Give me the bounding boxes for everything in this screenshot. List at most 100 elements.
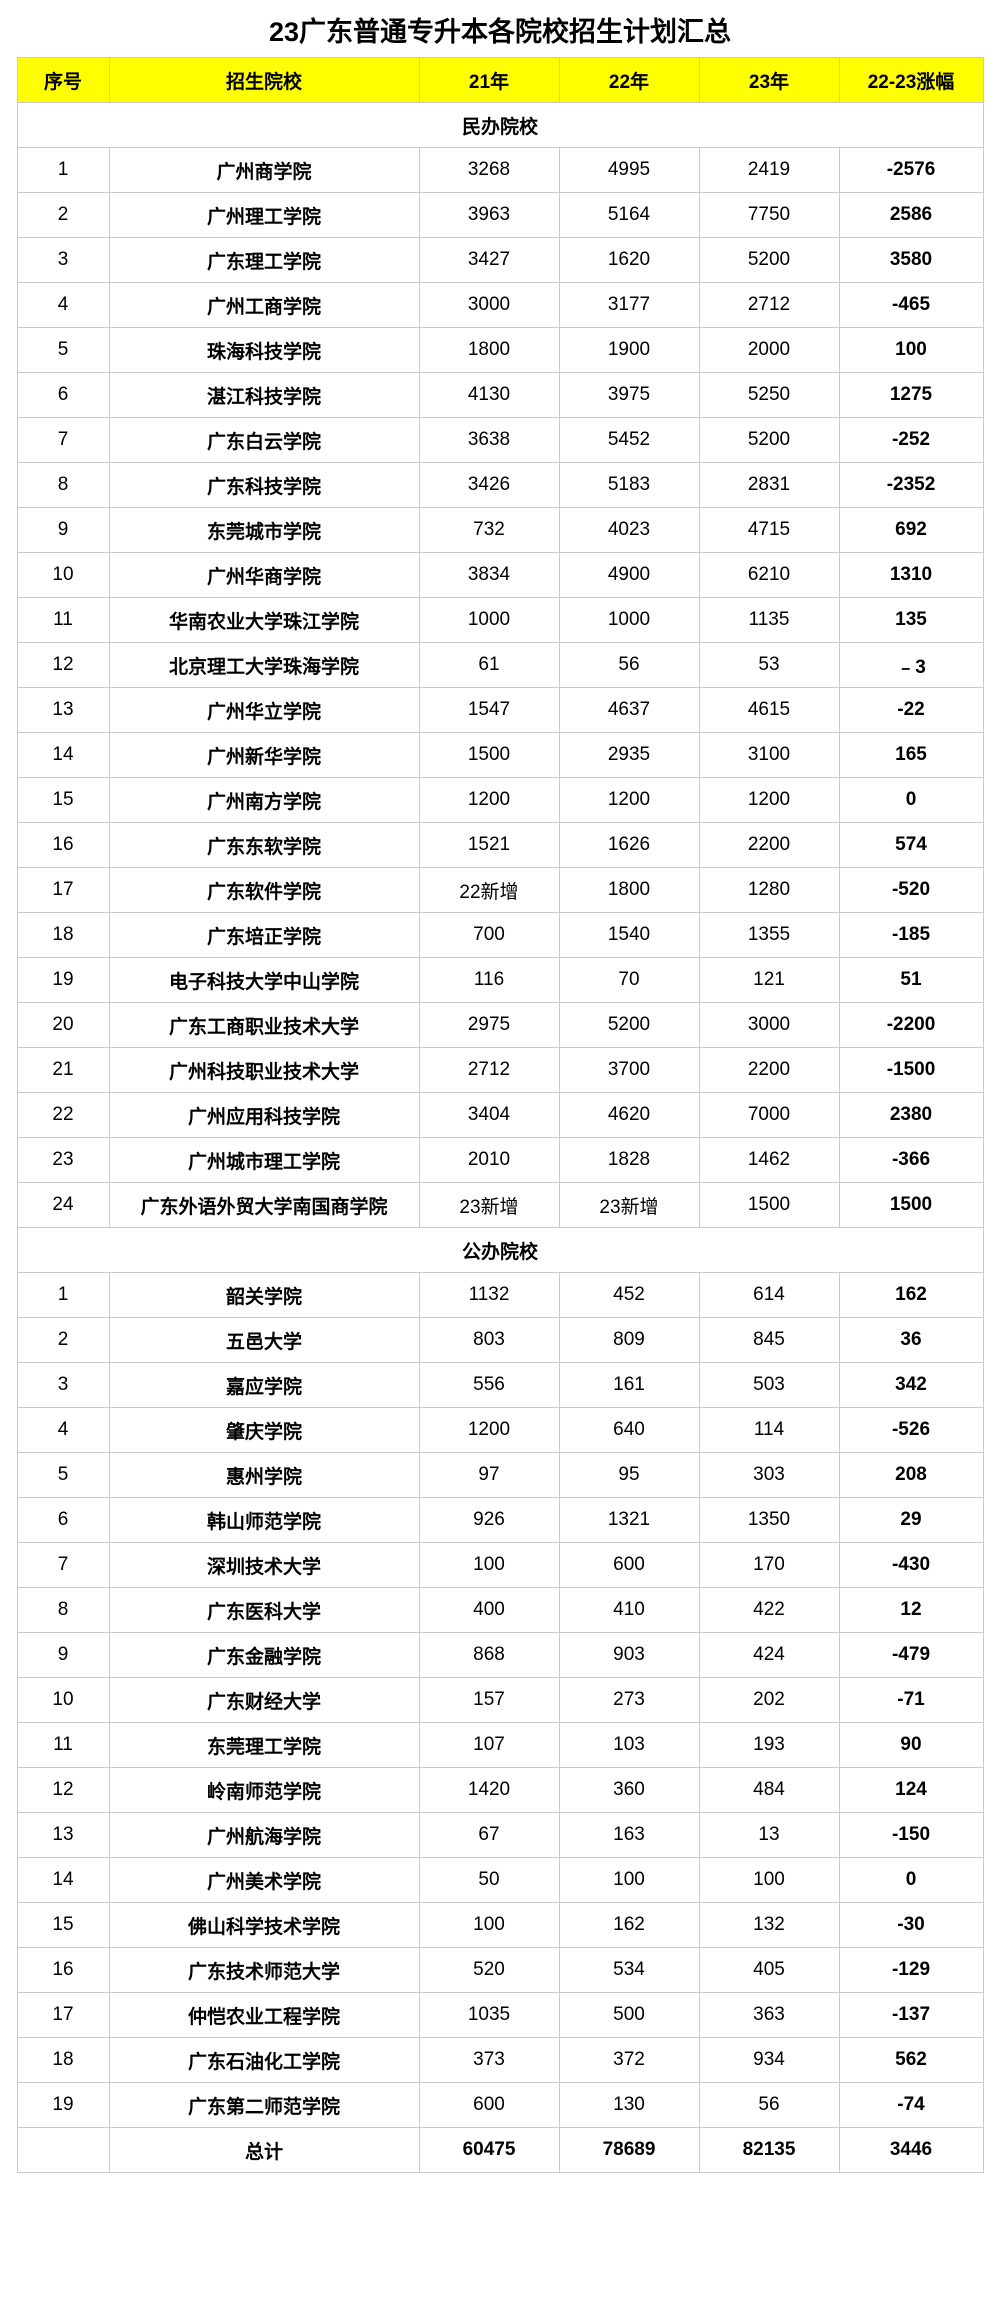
- row-index: 19: [16, 2082, 110, 2128]
- row-index: 6: [16, 1497, 110, 1543]
- row-delta: 208: [838, 1452, 984, 1498]
- row-year23: 114: [698, 1407, 840, 1453]
- row-school: 深圳技术大学: [108, 1542, 420, 1588]
- column-header-year21: 21年: [418, 57, 560, 103]
- row-delta: 0: [838, 1857, 984, 1903]
- row-school: 东莞理工学院: [108, 1722, 420, 1768]
- table-row: 12 岭南师范学院 1420 360 484 124: [16, 1767, 984, 1813]
- row-delta: 135: [838, 597, 984, 643]
- row-delta: -2576: [838, 147, 984, 193]
- row-index: 10: [16, 1677, 110, 1723]
- row-school: 广州理工学院: [108, 192, 420, 238]
- row-delta: -2200: [838, 1002, 984, 1048]
- row-year22: 3700: [558, 1047, 700, 1093]
- table-row: 19 广东第二师范学院 600 130 56 -74: [16, 2082, 984, 2128]
- row-year21: 100: [418, 1902, 560, 1948]
- row-year22: 3177: [558, 282, 700, 328]
- row-year21: 1420: [418, 1767, 560, 1813]
- row-year23: 193: [698, 1722, 840, 1768]
- row-index: 2: [16, 1317, 110, 1363]
- row-index: 12: [16, 642, 110, 688]
- row-year23: 202: [698, 1677, 840, 1723]
- row-index: 3: [16, 1362, 110, 1408]
- row-index: 16: [16, 1947, 110, 1993]
- row-school: 电子科技大学中山学院: [108, 957, 420, 1003]
- row-year23: 422: [698, 1587, 840, 1633]
- row-school: 北京理工大学珠海学院: [108, 642, 420, 688]
- row-year22: 372: [558, 2037, 700, 2083]
- row-year22: 161: [558, 1362, 700, 1408]
- row-year21: 1521: [418, 822, 560, 868]
- row-year21: 1200: [418, 777, 560, 823]
- row-year23: 2419: [698, 147, 840, 193]
- total-year21: 60475: [418, 2127, 560, 2173]
- row-year22: 5200: [558, 1002, 700, 1048]
- row-year23: 503: [698, 1362, 840, 1408]
- table-row: 14 广州新华学院 1500 2935 3100 165: [16, 732, 984, 778]
- row-school: 广东石油化工学院: [108, 2037, 420, 2083]
- row-year23: 484: [698, 1767, 840, 1813]
- row-school: 广东工商职业技术大学: [108, 1002, 420, 1048]
- row-year22: 70: [558, 957, 700, 1003]
- row-year21: 3834: [418, 552, 560, 598]
- row-delta: -22: [838, 687, 984, 733]
- row-delta: 1500: [838, 1182, 984, 1228]
- row-delta: 162: [838, 1272, 984, 1318]
- row-school: 珠海科技学院: [108, 327, 420, 373]
- row-year21: 116: [418, 957, 560, 1003]
- row-year22: 1800: [558, 867, 700, 913]
- total-delta: 3446: [838, 2127, 984, 2173]
- section-header-row: 民办院校: [16, 102, 984, 148]
- row-school: 广东东软学院: [108, 822, 420, 868]
- row-year21: 61: [418, 642, 560, 688]
- row-delta: 29: [838, 1497, 984, 1543]
- row-school: 华南农业大学珠江学院: [108, 597, 420, 643]
- row-school: 广东财经大学: [108, 1677, 420, 1723]
- row-delta: 2380: [838, 1092, 984, 1138]
- table-row: 10 广东财经大学 157 273 202 -71: [16, 1677, 984, 1723]
- row-year22: 4900: [558, 552, 700, 598]
- row-delta: -71: [838, 1677, 984, 1723]
- row-delta: -366: [838, 1137, 984, 1183]
- row-year23: 614: [698, 1272, 840, 1318]
- row-delta: 0: [838, 777, 984, 823]
- row-year22: 1540: [558, 912, 700, 958]
- row-year23: 405: [698, 1947, 840, 1993]
- table-row: 6 韩山师范学院 926 1321 1350 29: [16, 1497, 984, 1543]
- row-school: 广州新华学院: [108, 732, 420, 778]
- table-row: 7 广东白云学院 3638 5452 5200 -252: [16, 417, 984, 463]
- row-year22: 1000: [558, 597, 700, 643]
- row-school: 广州南方学院: [108, 777, 420, 823]
- row-school: 湛江科技学院: [108, 372, 420, 418]
- row-index: 9: [16, 507, 110, 553]
- row-school: 五邑大学: [108, 1317, 420, 1363]
- row-year23: 2712: [698, 282, 840, 328]
- row-year22: 903: [558, 1632, 700, 1678]
- row-delta: 1275: [838, 372, 984, 418]
- row-year23: 1355: [698, 912, 840, 958]
- row-year22: 23新增: [558, 1182, 700, 1228]
- row-year21: 3268: [418, 147, 560, 193]
- table-row: 3 广东理工学院 3427 1620 5200 3580: [16, 237, 984, 283]
- row-year21: 50: [418, 1857, 560, 1903]
- row-index: 12: [16, 1767, 110, 1813]
- row-year21: 1200: [418, 1407, 560, 1453]
- table-row: 4 广州工商学院 3000 3177 2712 -465: [16, 282, 984, 328]
- row-school: 广东理工学院: [108, 237, 420, 283]
- table-row: 1 广州商学院 3268 4995 2419 -2576: [16, 147, 984, 193]
- admissions-table: 序号 招生院校 21年 22年 23年 22-23涨幅 民办院校 1 广州商学院 32…: [16, 57, 984, 2173]
- row-year22: 1200: [558, 777, 700, 823]
- row-year22: 3975: [558, 372, 700, 418]
- table-row: 19 电子科技大学中山学院 116 70 121 51: [16, 957, 984, 1003]
- row-index: 18: [16, 2037, 110, 2083]
- column-header-year22: 22年: [558, 57, 700, 103]
- row-delta: 692: [838, 507, 984, 553]
- table-row: 16 广东东软学院 1521 1626 2200 574: [16, 822, 984, 868]
- row-year21: 100: [418, 1542, 560, 1588]
- row-year21: 67: [418, 1812, 560, 1858]
- row-index: 9: [16, 1632, 110, 1678]
- column-header-year23: 23年: [698, 57, 840, 103]
- row-year23: 424: [698, 1632, 840, 1678]
- row-year23: 132: [698, 1902, 840, 1948]
- row-year23: 2000: [698, 327, 840, 373]
